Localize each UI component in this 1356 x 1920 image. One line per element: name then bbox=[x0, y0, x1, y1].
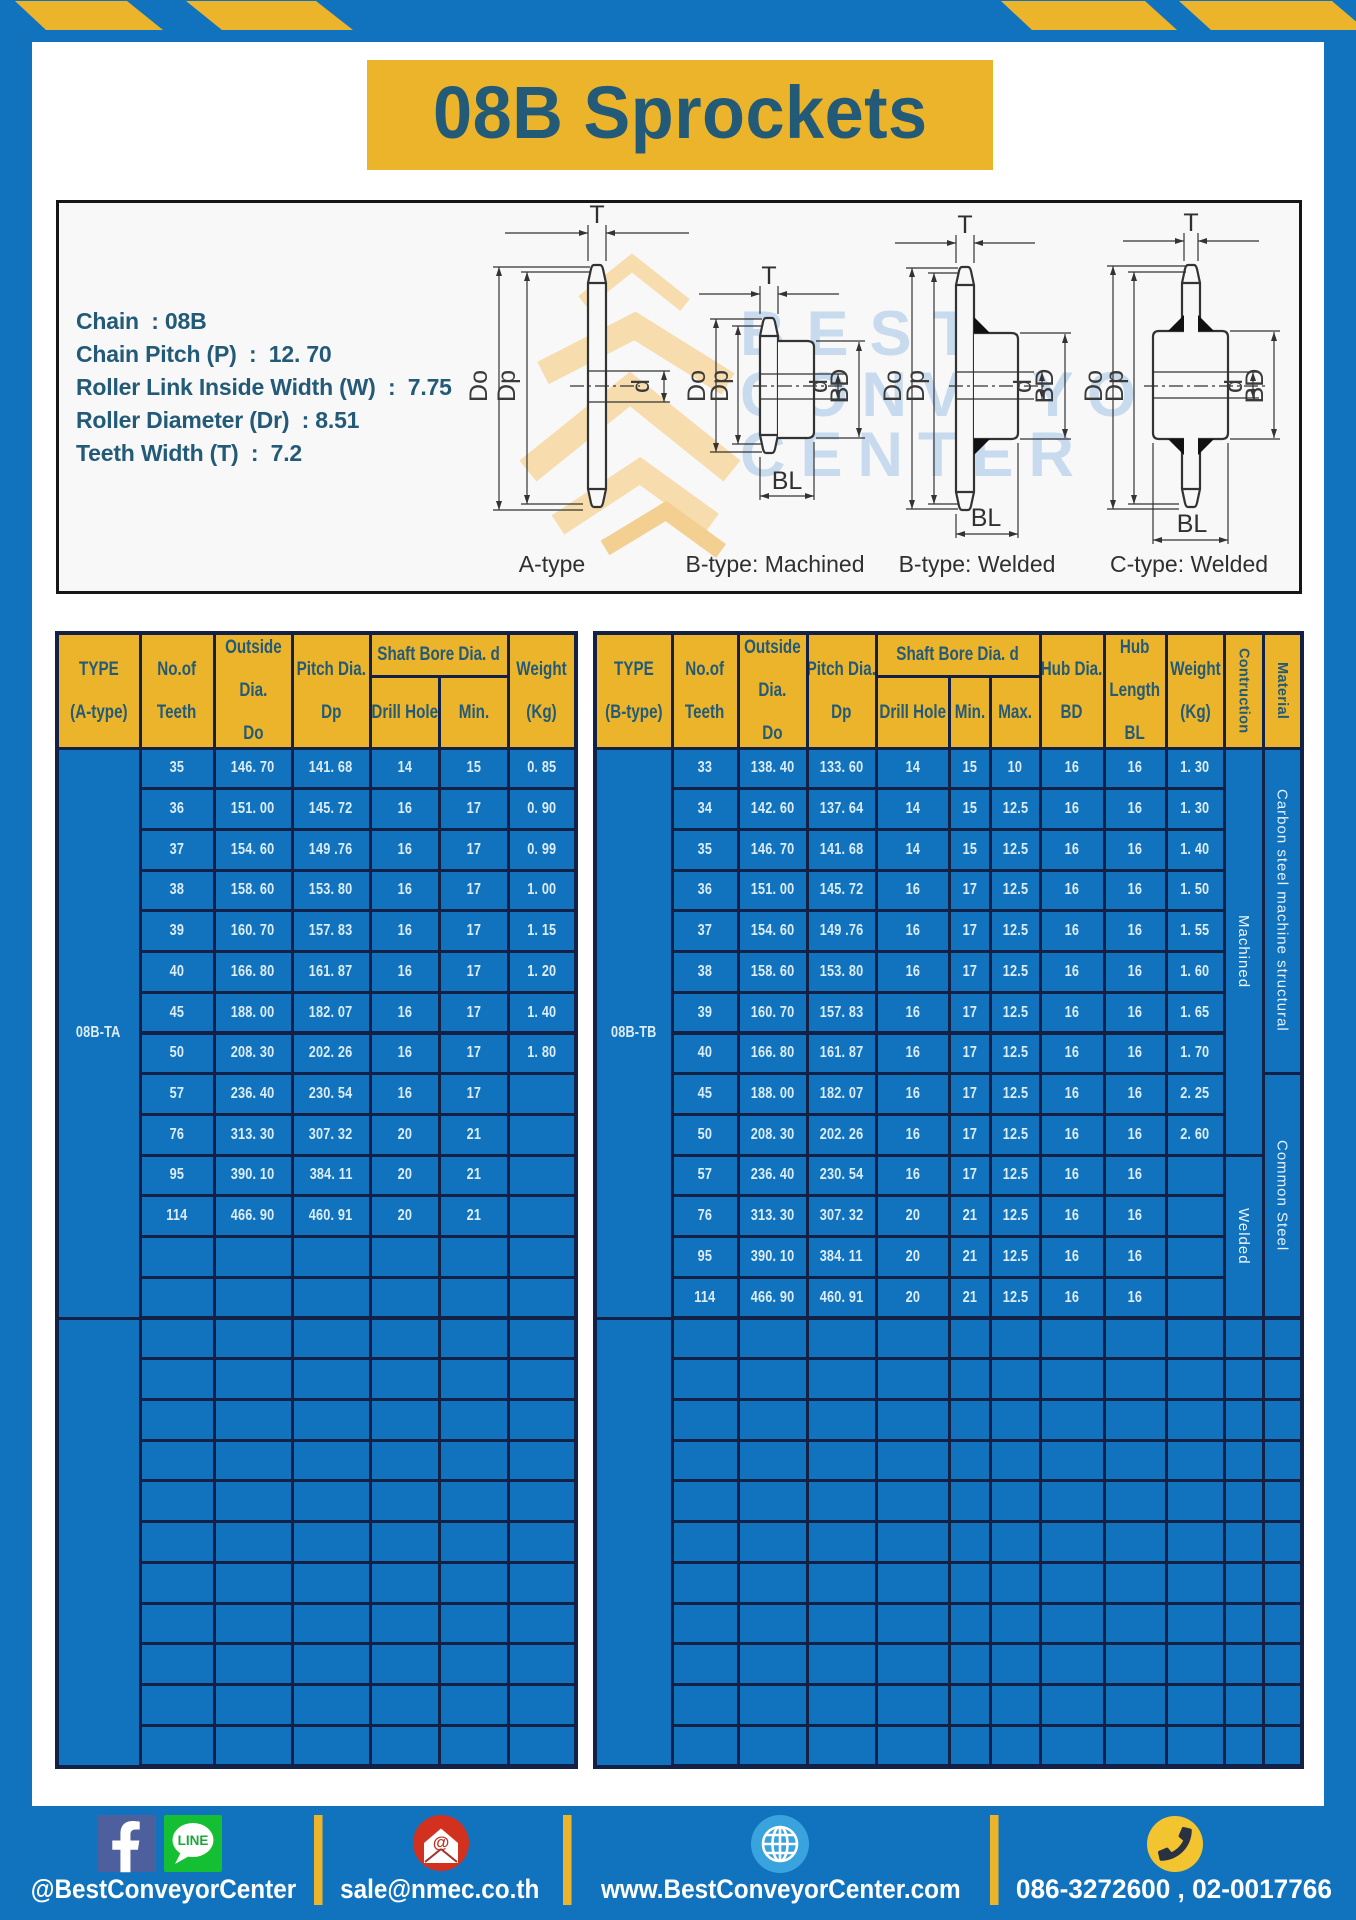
svg-text:Dp: Dp bbox=[1101, 370, 1129, 402]
svg-text:A-type: A-type bbox=[519, 551, 585, 577]
svg-text:d: d bbox=[627, 379, 655, 393]
svg-text:d: d bbox=[1220, 379, 1248, 393]
svg-text:C-type: Welded: C-type: Welded bbox=[1110, 551, 1268, 577]
svg-text:BL: BL bbox=[971, 504, 1002, 532]
svg-text:Do: Do bbox=[1080, 370, 1108, 402]
svg-text:B-type: Machined: B-type: Machined bbox=[686, 551, 865, 577]
svg-text:d: d bbox=[805, 379, 833, 393]
svg-text:Dp: Dp bbox=[706, 370, 734, 402]
svg-text:BL: BL bbox=[772, 467, 803, 495]
svg-text:Do: Do bbox=[879, 370, 907, 402]
svg-text:BL: BL bbox=[1177, 510, 1208, 538]
svg-text:LINE: LINE bbox=[178, 1833, 209, 1848]
svg-text:Do: Do bbox=[683, 370, 711, 402]
svg-text:Dp: Dp bbox=[902, 370, 930, 402]
svg-text:T: T bbox=[1183, 209, 1198, 237]
svg-text:T: T bbox=[589, 203, 604, 229]
svg-text:d: d bbox=[1009, 379, 1037, 393]
svg-text:BD: BD bbox=[1241, 369, 1269, 404]
svg-text:B-type: Welded: B-type: Welded bbox=[899, 551, 1056, 577]
svg-text:BD: BD bbox=[826, 369, 854, 404]
svg-text:BD: BD bbox=[1031, 369, 1059, 404]
svg-text:T: T bbox=[761, 262, 776, 290]
svg-text:T: T bbox=[957, 211, 972, 239]
svg-text:@: @ bbox=[433, 1833, 450, 1852]
svg-text:Do: Do bbox=[465, 370, 493, 402]
svg-text:Dp: Dp bbox=[493, 370, 521, 402]
